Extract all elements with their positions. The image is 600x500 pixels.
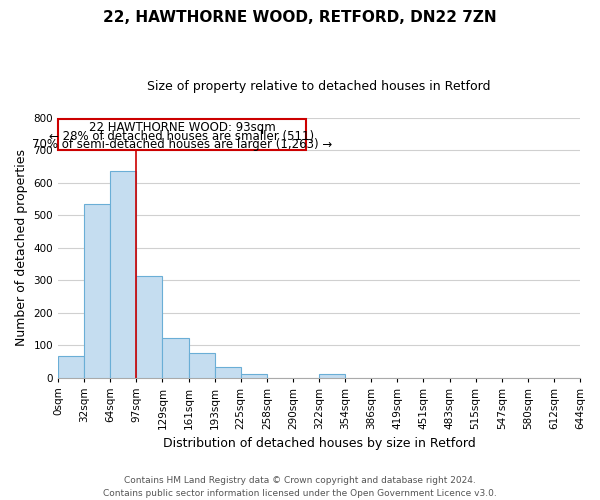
Text: 22, HAWTHORNE WOOD, RETFORD, DN22 7ZN: 22, HAWTHORNE WOOD, RETFORD, DN22 7ZN bbox=[103, 10, 497, 25]
FancyBboxPatch shape bbox=[58, 119, 306, 150]
Text: 22 HAWTHORNE WOOD: 93sqm: 22 HAWTHORNE WOOD: 93sqm bbox=[89, 122, 275, 134]
Y-axis label: Number of detached properties: Number of detached properties bbox=[15, 149, 28, 346]
Bar bbox=[319, 374, 345, 378]
Bar bbox=[163, 338, 188, 378]
Bar bbox=[58, 356, 84, 378]
Text: 70% of semi-detached houses are larger (1,263) →: 70% of semi-detached houses are larger (… bbox=[32, 138, 332, 151]
Bar bbox=[241, 374, 267, 378]
Text: Contains HM Land Registry data © Crown copyright and database right 2024.
Contai: Contains HM Land Registry data © Crown c… bbox=[103, 476, 497, 498]
Text: ← 28% of detached houses are smaller (511): ← 28% of detached houses are smaller (51… bbox=[49, 130, 314, 143]
Bar bbox=[188, 352, 215, 378]
Title: Size of property relative to detached houses in Retford: Size of property relative to detached ho… bbox=[147, 80, 491, 93]
Bar bbox=[136, 276, 163, 378]
Bar bbox=[110, 172, 136, 378]
Bar bbox=[215, 367, 241, 378]
X-axis label: Distribution of detached houses by size in Retford: Distribution of detached houses by size … bbox=[163, 437, 475, 450]
Bar bbox=[84, 204, 110, 378]
